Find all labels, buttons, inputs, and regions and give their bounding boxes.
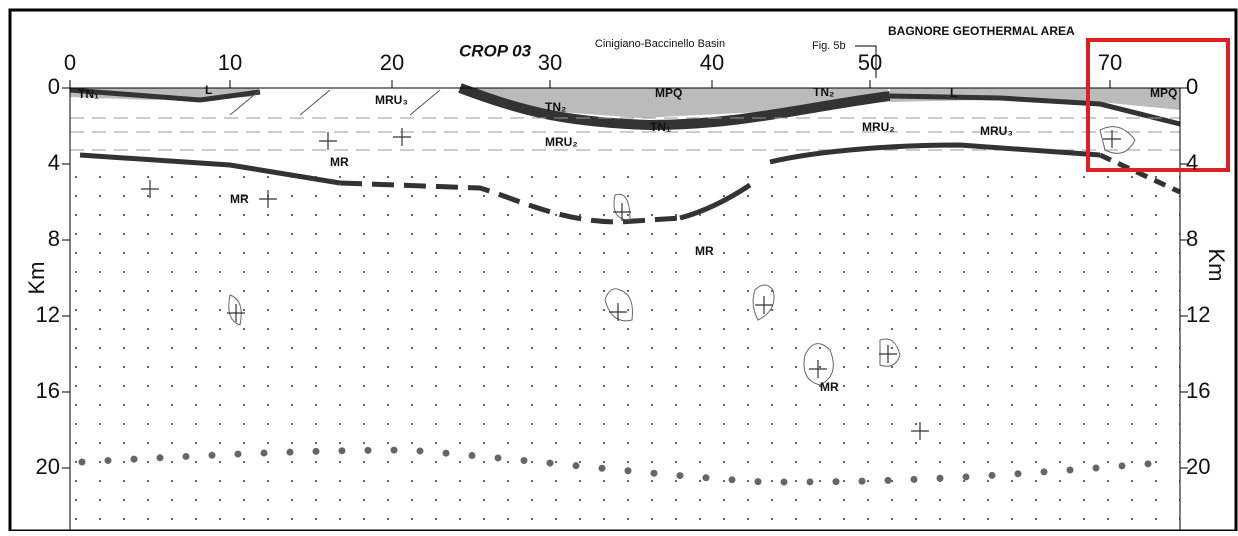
depth-tick-label-left: 0 [48, 74, 60, 99]
unit-label: MPQ [1150, 86, 1177, 100]
deep-dot [651, 470, 658, 477]
unit-label: MR [695, 244, 714, 258]
deep-dot [599, 465, 606, 472]
unit-label: MRU₃ [980, 124, 1013, 138]
distance-tick-label: 30 [538, 50, 562, 75]
axis-unit-left: Km [24, 262, 49, 295]
deep-dot [313, 448, 320, 455]
deep-dot [677, 472, 684, 479]
distance-tick-label: 50 [858, 50, 882, 75]
depth-tick-label-right: 0 [1186, 74, 1198, 99]
deep-dot [1015, 470, 1022, 477]
deep-dot [261, 450, 268, 457]
deep-dot [911, 476, 918, 483]
mr-top-3 [770, 145, 1100, 162]
deep-dot [391, 447, 398, 454]
unit-label: MR [230, 192, 249, 206]
unit-label: MRU₂ [545, 135, 578, 149]
deep-dot [625, 467, 632, 474]
figure-ref: Fig. 5b [812, 40, 846, 52]
deep-dot [443, 450, 450, 457]
deep-dot [1041, 468, 1048, 475]
depth-tick-label-left: 12 [36, 302, 60, 327]
deep-dot [755, 478, 762, 485]
depth-tick-label-left: 20 [36, 454, 60, 479]
deep-dot [1093, 465, 1100, 472]
deep-dot [157, 454, 164, 461]
deep-dot [807, 478, 814, 485]
depth-tick-label-left: 8 [48, 226, 60, 251]
deep-dot [469, 452, 476, 459]
depth-tick-label-right: 16 [1186, 378, 1210, 403]
deep-dot [235, 451, 242, 458]
deep-dot [105, 457, 112, 464]
unit-label: TN₂ [545, 100, 566, 114]
depth-tick-label-right: 8 [1186, 226, 1198, 251]
unit-label: MRU₂ [862, 120, 895, 134]
unit-label: MR [330, 155, 349, 169]
unit-label: MR [820, 380, 839, 394]
unit-label: TN₁ [650, 120, 671, 134]
distance-tick-label: 70 [1098, 50, 1122, 75]
distance-tick-label: 10 [218, 50, 242, 75]
section-figure: CROP 03 Cinigiano-Baccinello Basin Fig. … [0, 0, 1238, 531]
deep-dot [573, 462, 580, 469]
deep-dot [287, 449, 294, 456]
deep-dot [937, 475, 944, 482]
deep-dot [495, 454, 502, 461]
deep-dot [859, 478, 866, 485]
deep-dot [1145, 460, 1152, 467]
depth-tick-label-right: 12 [1186, 302, 1210, 327]
deep-dot [131, 456, 138, 463]
deep-dot [183, 453, 190, 460]
deep-dot [885, 477, 892, 484]
deep-dot [833, 478, 840, 485]
deep-dot [963, 473, 970, 480]
deep-dot [79, 459, 86, 466]
unit-label: TN₁ [78, 87, 99, 101]
unit-label: L [205, 83, 212, 97]
deep-dot [729, 476, 736, 483]
area-label: BAGNORE GEOTHERMAL AREA [888, 24, 1075, 38]
unit-label: MPQ [655, 86, 682, 100]
depth-tick-label-right: 4 [1186, 150, 1198, 175]
deep-dot [989, 472, 996, 479]
deep-dot [1119, 462, 1126, 469]
basement [70, 160, 1180, 531]
depth-tick-label-left: 4 [48, 150, 60, 175]
deep-dot [209, 452, 216, 459]
deep-dot [1067, 467, 1074, 474]
basin-label: Cinigiano-Baccinello Basin [595, 38, 725, 50]
unit-label: TN₂ [813, 85, 834, 99]
depth-tick-label-left: 16 [36, 378, 60, 403]
deep-dot [339, 447, 346, 454]
deep-dot [703, 474, 710, 481]
deep-dot [547, 460, 554, 467]
deep-dot [521, 457, 528, 464]
deep-dot [365, 447, 372, 454]
distance-tick-label: 20 [380, 50, 404, 75]
slash-lines [230, 90, 440, 115]
distance-tick-label: 0 [64, 50, 76, 75]
unit-label: L [950, 86, 957, 100]
section-title: CROP 03 [459, 41, 532, 60]
depth-tick-label-right: 20 [1186, 454, 1210, 479]
distance-tick-label: 40 [700, 50, 724, 75]
deep-dot [781, 478, 788, 485]
axis-unit-right: Km [1204, 249, 1229, 282]
deep-dot [417, 447, 424, 454]
unit-label: MRU₃ [375, 93, 408, 107]
